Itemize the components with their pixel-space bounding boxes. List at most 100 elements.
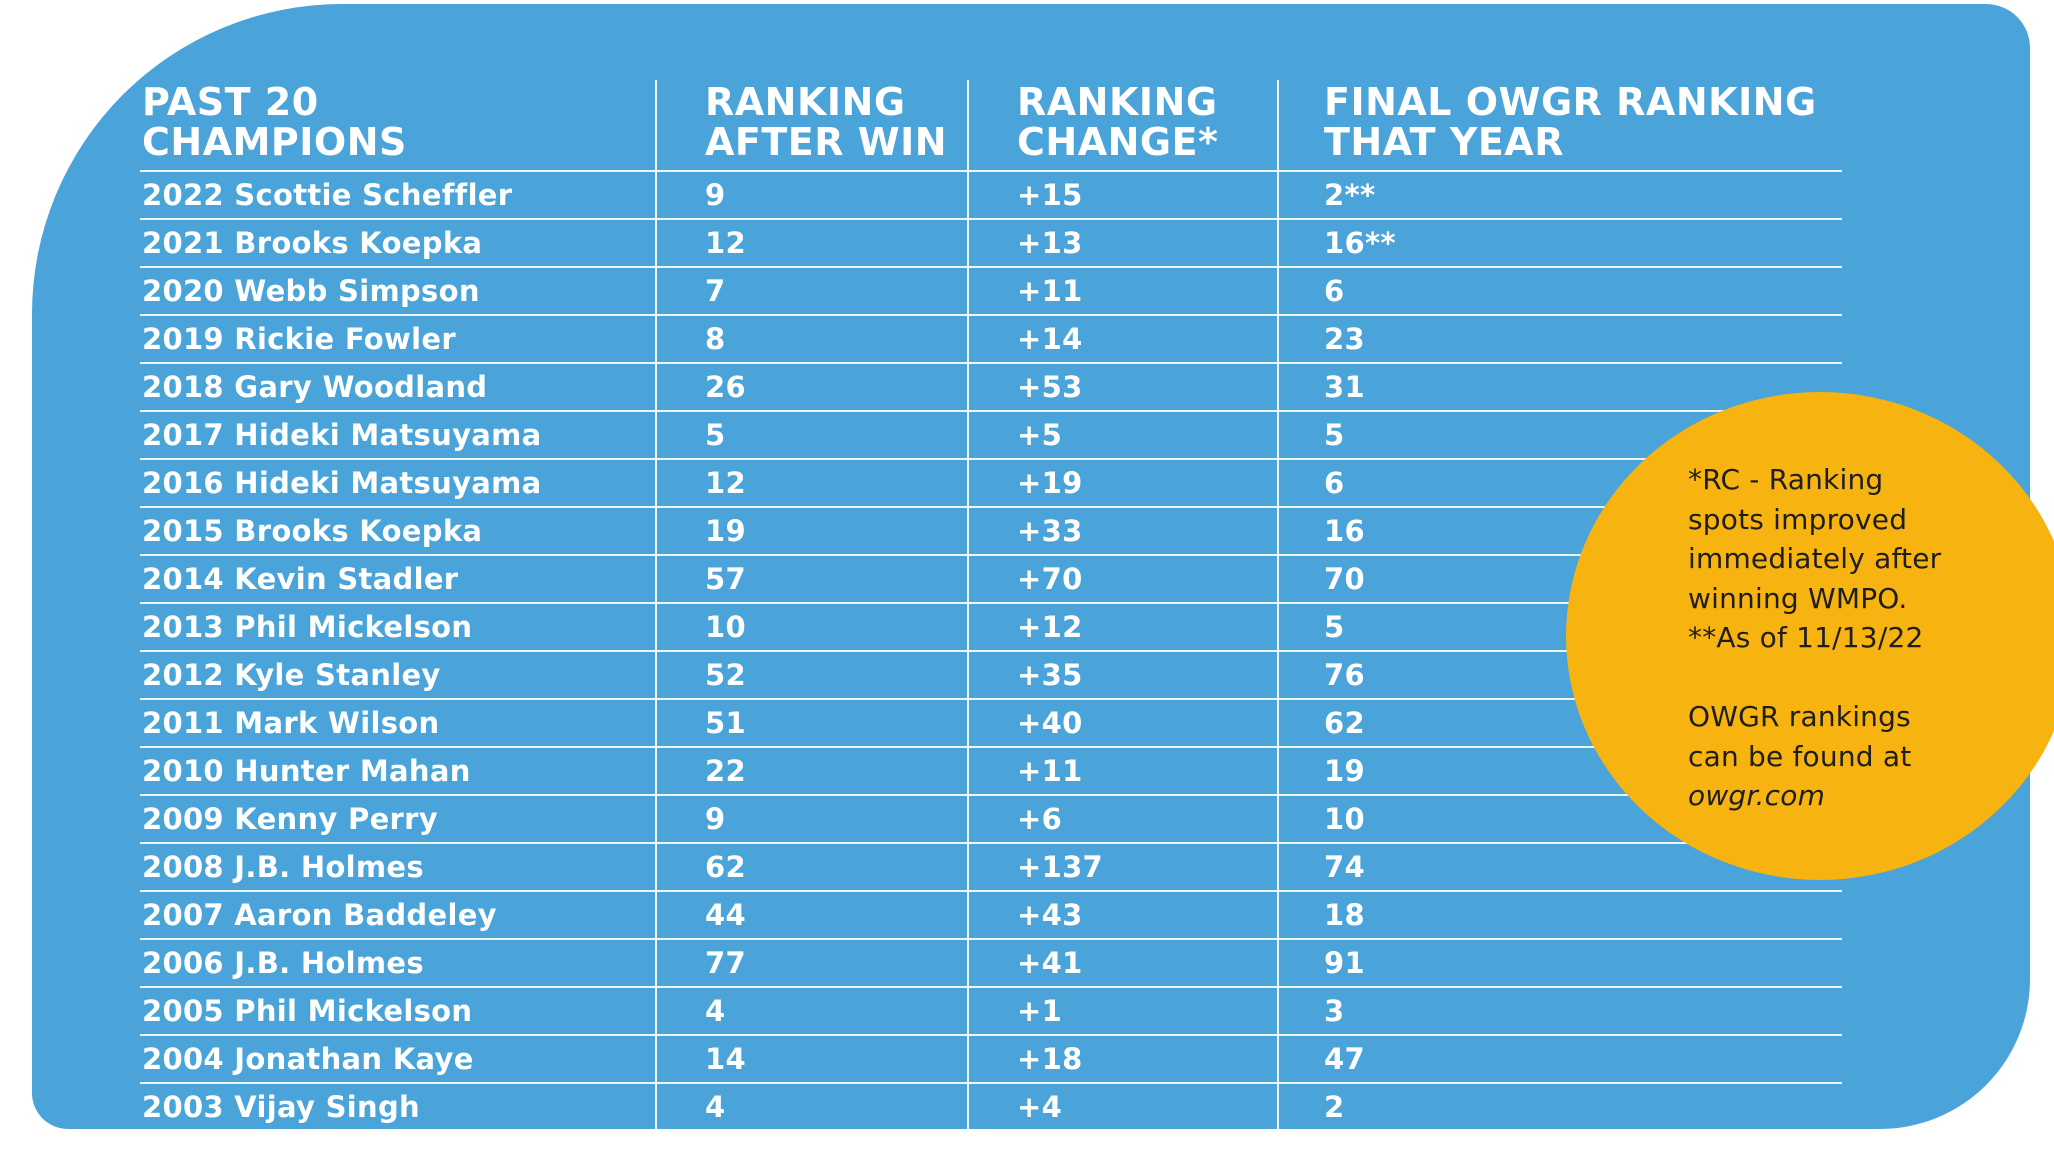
table-row: 2008 J.B. Holmes 62 +137 74 [140,844,1842,892]
footnote-text: *RC - Ranking spots improved immediately… [1688,460,2048,816]
cell-ranking-change: +35 [967,652,1277,698]
cell-champion: 2010 Hunter Mahan [142,754,471,788]
footnote-line: can be found at [1688,739,1912,773]
cell-ranking-after-win: 44 [655,892,967,938]
cell-ranking-after-win: 51 [655,700,967,746]
cell-champion: 2015 Brooks Koepka [142,514,483,548]
table-row: 2006 J.B. Holmes 77 +41 91 [140,940,1842,988]
cell-ranking-after-win: 19 [655,508,967,554]
table-row: 2011 Mark Wilson 51 +40 62 [140,700,1842,748]
cell-champion: 2013 Phil Mickelson [142,610,473,644]
cell-ranking-change: +18 [967,1036,1277,1082]
cell-final-ranking: 16 [1277,508,1842,554]
footnote-bubble [1566,392,2054,880]
cell-final-ranking: 47 [1277,1036,1842,1082]
cell-ranking-after-win: 5 [655,412,967,458]
table-row: 2020 Webb Simpson 7 +11 6 [140,268,1842,316]
cell-champion: 2021 Brooks Koepka [142,226,483,260]
cell-champion: 2005 Phil Mickelson [142,994,473,1028]
cell-final-ranking: 76 [1277,652,1842,698]
cell-final-ranking: 74 [1277,844,1842,890]
cell-final-ranking: 19 [1277,748,1842,794]
cell-champion: 2020 Webb Simpson [142,274,480,308]
cell-ranking-after-win: 22 [655,748,967,794]
cell-ranking-change: +41 [967,940,1277,986]
cell-champion: 2004 Jonathan Kaye [142,1042,474,1076]
cell-final-ranking: 70 [1277,556,1842,602]
cell-ranking-change: +70 [967,556,1277,602]
cell-ranking-after-win: 9 [655,796,967,842]
cell-final-ranking: 18 [1277,892,1842,938]
cell-ranking-after-win: 14 [655,1036,967,1082]
table-row: 2019 Rickie Fowler 8 +14 23 [140,316,1842,364]
footnote-spacer [1688,658,2048,698]
cell-ranking-after-win: 4 [655,1084,967,1130]
cell-ranking-change: +43 [967,892,1277,938]
cell-final-ranking: 62 [1277,700,1842,746]
cell-ranking-change: +11 [967,748,1277,794]
cell-ranking-after-win: 52 [655,652,967,698]
cell-champion: 2006 J.B. Holmes [142,946,424,980]
table-row: 2012 Kyle Stanley 52 +35 76 [140,652,1842,700]
cell-ranking-after-win: 62 [655,844,967,890]
cell-champion: 2012 Kyle Stanley [142,658,441,692]
cell-ranking-change: +14 [967,316,1277,362]
cell-champion: 2014 Kevin Stadler [142,562,459,596]
cell-ranking-after-win: 8 [655,316,967,362]
cell-ranking-after-win: 7 [655,268,967,314]
table-row: 2003 Vijay Singh 4 +4 2 [140,1084,1842,1132]
cell-ranking-after-win: 77 [655,940,967,986]
cell-champion: 2018 Gary Woodland [142,370,488,404]
cell-final-ranking: 2 [1277,1084,1842,1130]
table-row: 2007 Aaron Baddeley 44 +43 18 [140,892,1842,940]
cell-final-ranking: 5 [1277,604,1842,650]
cell-champion: 2019 Rickie Fowler [142,322,456,356]
cell-final-ranking: 10 [1277,796,1842,842]
table-body: 2022 Scottie Scheffler 9 +15 2** 2021 Brooks… [140,172,1842,1132]
cell-ranking-change: +53 [967,364,1277,410]
cell-ranking-change: +1 [967,988,1277,1034]
table-row: 2016 Hideki Matsuyama 12 +19 6 [140,460,1842,508]
champions-table: PAST 20 CHAMPIONS RANKING AFTER WIN RANK… [140,80,1842,1132]
cell-final-ranking: 16** [1277,220,1842,266]
header-ranking-change: RANKING CHANGE* [967,80,1277,170]
table-row: 2014 Kevin Stadler 57 +70 70 [140,556,1842,604]
header-champions: PAST 20 CHAMPIONS [142,80,407,164]
cell-champion: 2007 Aaron Baddeley [142,898,497,932]
table-row: 2009 Kenny Perry 9 +6 10 [140,796,1842,844]
cell-ranking-change: +13 [967,220,1277,266]
table-row: 2013 Phil Mickelson 10 +12 5 [140,604,1842,652]
cell-champion: 2017 Hideki Matsuyama [142,418,542,452]
header-ranking-after-win: RANKING AFTER WIN [655,80,967,170]
cell-ranking-change: +6 [967,796,1277,842]
cell-champion: 2011 Mark Wilson [142,706,440,740]
cell-final-ranking: 6 [1277,268,1842,314]
cell-ranking-after-win: 12 [655,220,967,266]
cell-ranking-after-win: 4 [655,988,967,1034]
cell-ranking-change: +11 [967,268,1277,314]
table-row: 2018 Gary Woodland 26 +53 31 [140,364,1842,412]
cell-ranking-change: +5 [967,412,1277,458]
cell-ranking-change: +12 [967,604,1277,650]
cell-final-ranking: 2** [1277,172,1842,218]
footnote-line: immediately after [1688,542,1942,575]
cell-final-ranking: 5 [1277,412,1842,458]
cell-ranking-change: +33 [967,508,1277,554]
table-row: 2017 Hideki Matsuyama 5 +5 5 [140,412,1842,460]
cell-ranking-change: +19 [967,460,1277,506]
cell-ranking-after-win: 10 [655,604,967,650]
footnote-line: *RC - Ranking [1688,463,1884,496]
table-row: 2010 Hunter Mahan 22 +11 19 [140,748,1842,796]
cell-champion: 2009 Kenny Perry [142,802,438,836]
cell-ranking-after-win: 57 [655,556,967,602]
cell-ranking-after-win: 9 [655,172,967,218]
footnote-line: OWGR rankings [1688,700,1911,733]
cell-ranking-after-win: 26 [655,364,967,410]
cell-ranking-change: +15 [967,172,1277,218]
cell-final-ranking: 23 [1277,316,1842,362]
cell-final-ranking: 3 [1277,988,1842,1034]
footnote-line: **As of 11/13/22 [1688,621,1924,654]
cell-champion: 2022 Scottie Scheffler [142,178,513,212]
owgr-link[interactable]: owgr.com [1688,779,1826,812]
cell-ranking-change: +4 [967,1084,1277,1130]
